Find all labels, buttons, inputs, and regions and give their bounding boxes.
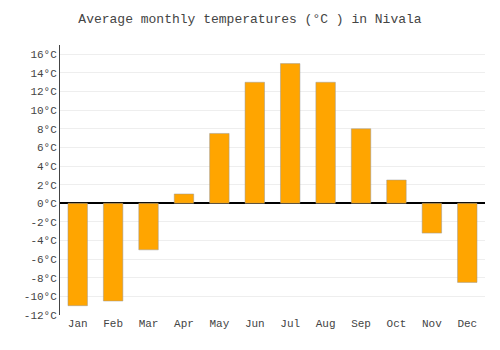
svg-text:May: May [209,318,229,330]
svg-text:Nov: Nov [422,318,442,330]
svg-text:Oct: Oct [387,318,407,330]
svg-text:10°C: 10°C [30,105,57,117]
svg-text:Mar: Mar [139,318,159,330]
svg-text:-4°C: -4°C [30,235,57,247]
svg-text:Average monthly temperatures (: Average monthly temperatures (°C ) in Ni… [78,12,421,27]
svg-text:Dec: Dec [457,318,477,330]
svg-text:Aug: Aug [316,318,336,330]
svg-text:Jul: Jul [280,318,300,330]
svg-text:-8°C: -8°C [30,273,57,285]
svg-text:12°C: 12°C [30,86,57,98]
svg-text:6°C: 6°C [37,142,57,154]
svg-text:-6°C: -6°C [30,254,57,266]
svg-text:8°C: 8°C [37,124,57,136]
svg-text:0°C: 0°C [37,198,57,210]
svg-text:Jan: Jan [68,318,88,330]
svg-text:Jun: Jun [245,318,265,330]
svg-text:16°C: 16°C [30,49,57,61]
svg-text:14°C: 14°C [30,68,57,80]
svg-text:Sep: Sep [351,318,371,330]
svg-text:-10°C: -10°C [24,291,57,303]
svg-text:Feb: Feb [103,318,123,330]
svg-text:Apr: Apr [174,318,194,330]
svg-text:-12°C: -12°C [24,310,57,322]
svg-text:-2°C: -2°C [30,217,57,229]
svg-text:2°C: 2°C [37,180,57,192]
svg-text:4°C: 4°C [37,161,57,173]
